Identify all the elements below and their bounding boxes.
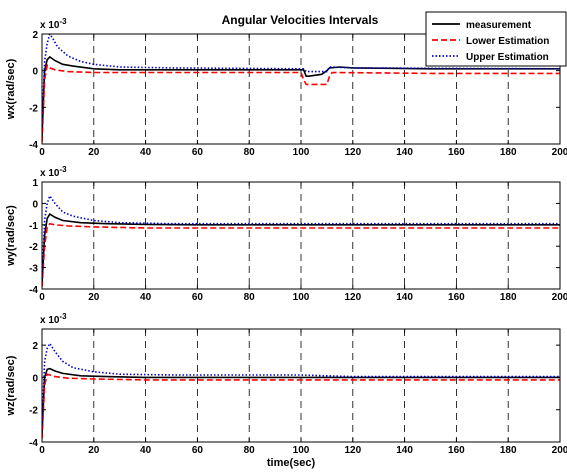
x-tick-label: 160: [448, 445, 465, 456]
x-tick-label: 0: [39, 292, 45, 303]
y-tick-label: -2: [29, 242, 38, 253]
x-tick-label: 160: [448, 292, 465, 303]
legend-label: measurement: [466, 20, 532, 31]
x-axis-label: time(sec): [267, 457, 316, 469]
legend-label: Upper Estimation: [466, 52, 549, 63]
x-tick-label: 80: [244, 292, 256, 303]
legend: measurement Lower Estimation Upper Estimat…: [425, 11, 567, 67]
y-tick-label: -1: [29, 221, 38, 232]
x-tick-label: 60: [192, 147, 204, 158]
x-tick-label: 80: [244, 445, 256, 456]
series-line-upper-estimation: [42, 194, 560, 279]
x-tick-label: 120: [344, 445, 361, 456]
series-line-lower-estimation: [42, 373, 560, 439]
y-tick-label: 0: [32, 199, 38, 210]
x-tick-label: 200: [552, 147, 567, 158]
series-line-upper-estimation: [42, 341, 560, 426]
series-line-lower-estimation: [42, 222, 560, 287]
x-tick-label: 0: [39, 147, 45, 158]
x-tick-label: 80: [244, 147, 256, 158]
x-tick-label: 200: [552, 445, 567, 456]
y-tick-label: -4: [29, 285, 38, 296]
x-tick-label: 180: [500, 147, 517, 158]
x-tick-label: 100: [293, 445, 310, 456]
series-line-measurement: [42, 367, 560, 434]
chart-title: Angular Velocities Intervals: [222, 13, 379, 27]
y-axis-label: wx(rad/sec): [5, 58, 17, 120]
y-tick-label: -4: [29, 438, 38, 449]
y-tick-label: 2: [32, 341, 38, 352]
x-tick-label: 160: [448, 147, 465, 158]
x-tick-label: 20: [88, 292, 100, 303]
x-tick-label: 60: [192, 445, 204, 456]
x-tick-label: 140: [396, 445, 413, 456]
x-tick-label: 200: [552, 292, 567, 303]
x-tick-label: 120: [344, 292, 361, 303]
y-tick-label: 2: [32, 30, 38, 41]
x-tick-label: 100: [293, 292, 310, 303]
y-tick-label: 0: [32, 373, 38, 384]
x-tick-label: 20: [88, 147, 100, 158]
x-tick-label: 0: [39, 445, 45, 456]
y-tick-label: -4: [29, 140, 38, 151]
x-tick-label: 40: [140, 147, 152, 158]
x-tick-label: 40: [140, 445, 152, 456]
x-tick-label: 20: [88, 445, 100, 456]
x-tick-label: 140: [396, 292, 413, 303]
x-tick-label: 120: [344, 147, 361, 158]
legend-box: [425, 11, 567, 67]
series-line-measurement: [42, 55, 560, 137]
x-tick-label: 40: [140, 292, 152, 303]
x-tick-label: 140: [396, 147, 413, 158]
x-tick-label: 100: [293, 147, 310, 158]
y-tick-label: -3: [29, 264, 38, 275]
x-tick-label: 180: [500, 292, 517, 303]
y-tick-label: 1: [32, 178, 38, 189]
series-line-measurement: [42, 212, 560, 285]
x-tick-label: 180: [500, 445, 517, 456]
y-axis-label: wy(rad/sec): [5, 205, 17, 267]
y-tick-label: -2: [29, 406, 38, 417]
y-axis-label: wz(rad/sec): [5, 355, 17, 416]
x-tick-label: 60: [192, 292, 204, 303]
legend-label: Lower Estimation: [466, 36, 549, 47]
y-tick-label: 0: [32, 67, 38, 78]
series-line-upper-estimation: [42, 34, 560, 126]
y-tick-label: -2: [29, 103, 38, 114]
